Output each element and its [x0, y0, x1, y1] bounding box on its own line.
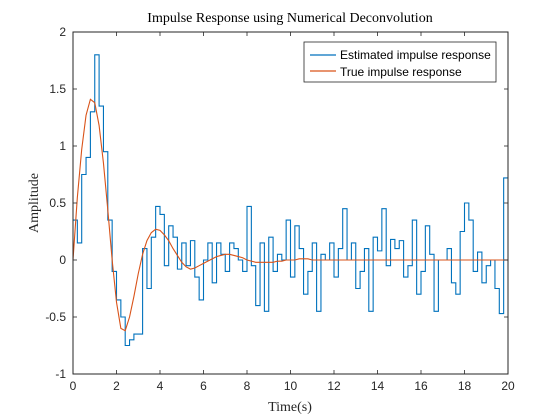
x-tick-label: 18	[458, 379, 472, 393]
x-tick-label: 10	[284, 379, 298, 393]
x-tick-label: 6	[200, 379, 207, 393]
x-tick-label: 4	[157, 379, 164, 393]
ticks-layer	[72, 31, 509, 375]
x-tick-label: 8	[244, 379, 251, 393]
y-tick-label: 0.5	[49, 196, 66, 210]
x-tick-label: 14	[371, 379, 385, 393]
y-axis-title: Amplitude	[27, 173, 42, 233]
y-tick-label: 2	[59, 25, 66, 39]
plot-area	[73, 32, 508, 374]
x-axis-title: Time(s)	[268, 400, 312, 415]
x-tick-label: 16	[414, 379, 428, 393]
y-tick-label: -1	[55, 367, 66, 381]
legend-box	[303, 41, 497, 83]
x-tick-label: 0	[70, 379, 77, 393]
y-tick-label: 1.5	[49, 82, 66, 96]
y-tick-label: 1	[59, 139, 66, 153]
series-line-estimated	[73, 54, 508, 347]
legend-label-estimated: Estimated impulse response	[340, 48, 491, 62]
y-tick-label: -0.5	[45, 310, 66, 324]
tick-labels-layer: 0 2 4 6 8 10 12 14 16 18 20 -1 -0.5 0 0.5 1 1.5 2	[45, 25, 515, 393]
series-layer	[72, 54, 508, 347]
series-line-true	[72, 98, 508, 332]
x-tick-label: 20	[501, 379, 515, 393]
y-tick-label: 0	[59, 253, 66, 267]
legend-label-true: True impulse response	[340, 65, 462, 79]
legend: Estimated impulse response True impulse …	[303, 41, 497, 83]
chart-title: Impulse Response using Numerical Deconvo…	[147, 11, 432, 26]
x-tick-label: 12	[327, 379, 341, 393]
x-tick-label: 2	[113, 379, 120, 393]
